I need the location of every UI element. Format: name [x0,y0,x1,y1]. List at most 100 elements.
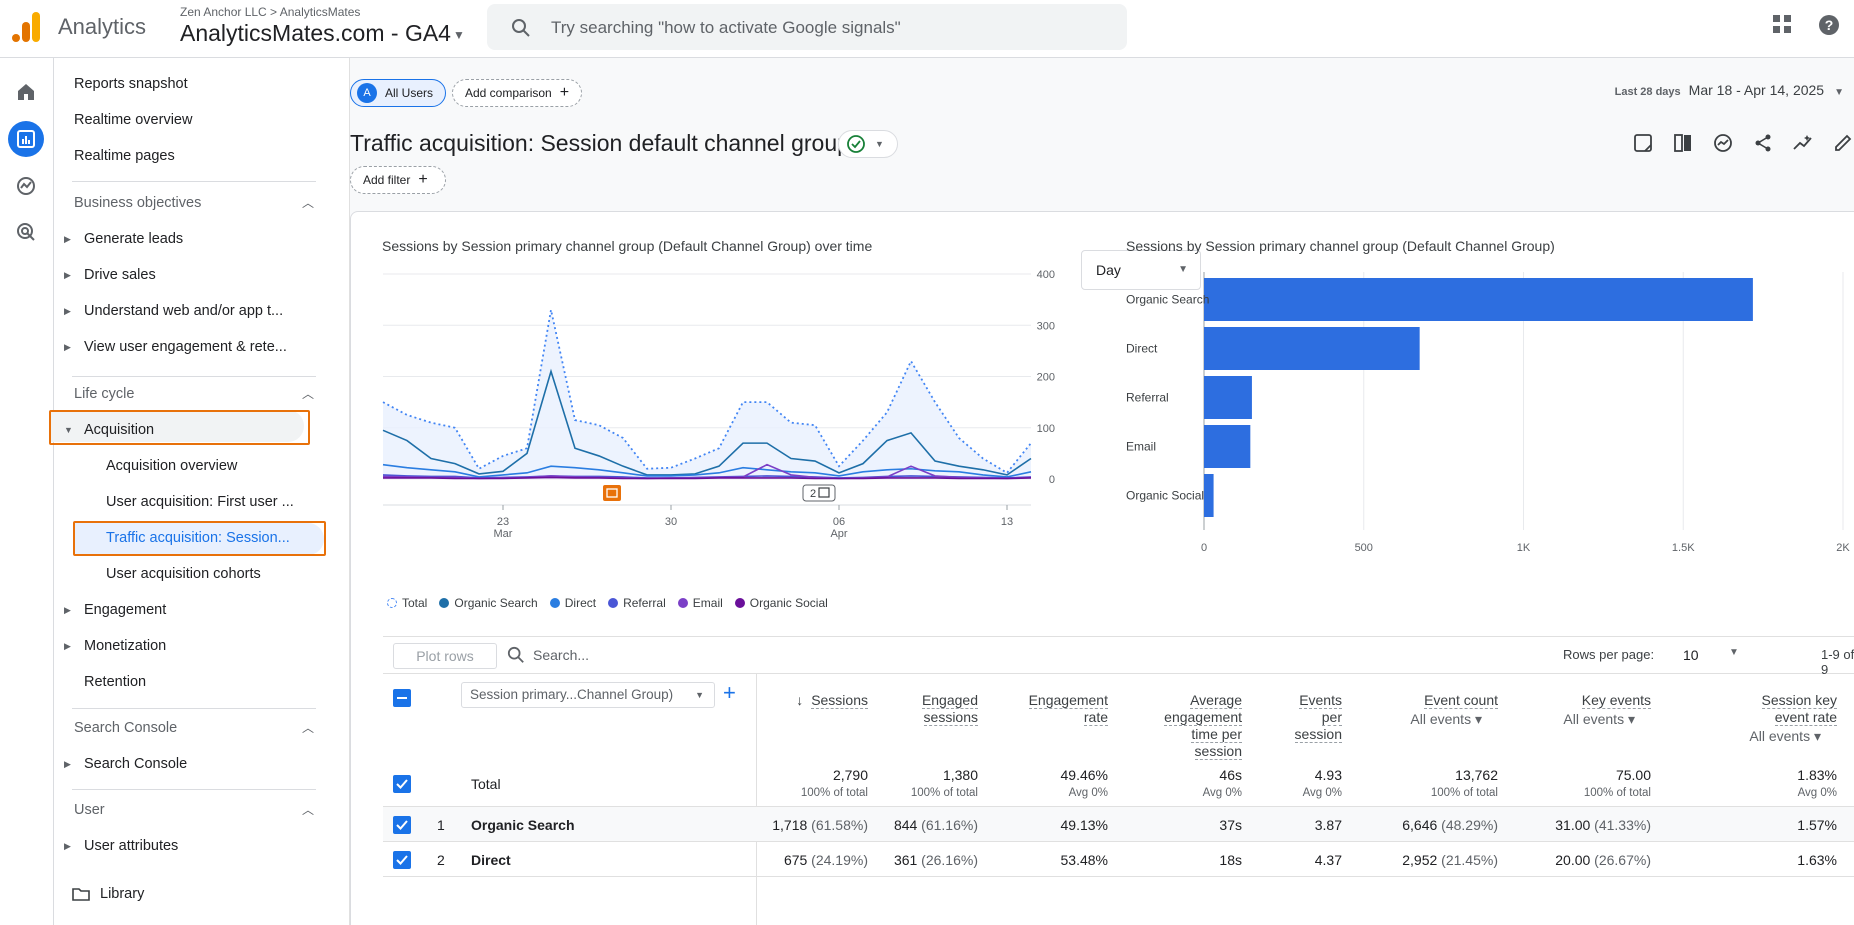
search-placeholder: Try searching "how to activate Google si… [551,18,901,37]
rows-per-page-select[interactable]: 10 [1683,647,1699,663]
total-value: 46s [1219,767,1242,783]
total-row-checkbox[interactable] [393,775,411,793]
column-header[interactable]: Average engagement time per session [1102,692,1242,760]
nav-item-label: Library [100,886,145,902]
row-metric-value: 49.13% [1061,817,1108,833]
total-value: 4.93 [1314,767,1342,783]
column-header[interactable]: Events per session [1202,692,1342,743]
nav-acquisition-overview[interactable]: Acquisition overview [106,458,238,474]
section-label: Business objectives [74,195,202,211]
nav-drive-sales[interactable]: ▶ Drive sales [64,260,156,290]
note-icon[interactable] [1632,132,1654,154]
legend-referral[interactable]: Referral [608,596,666,610]
nav-user-acquisition-cohorts[interactable]: User acquisition cohorts [106,566,261,582]
column-header[interactable]: ↓ Sessions [728,692,868,709]
advertising-icon[interactable] [8,214,44,250]
nav-traffic-acquisition[interactable]: Traffic acquisition: Session... [106,530,290,546]
legend-email[interactable]: Email [677,596,723,610]
nav-realtime-pages[interactable]: Realtime pages [74,148,175,164]
date-range-value: Mar 18 - Apr 14, 2025 [1688,82,1825,98]
plot-rows-button[interactable]: Plot rows [393,643,497,669]
add-dimension-plus-icon[interactable]: + [723,680,736,705]
legend-total[interactable]: Total [387,596,427,610]
event-filter-select[interactable]: All events ▾ [1563,711,1635,727]
bar [1204,474,1214,517]
nav-generate-leads[interactable]: ▶ Generate leads [64,224,183,254]
nav-user-acquisition[interactable]: User acquisition: First user ... [106,494,294,510]
legend-label: Total [402,596,428,610]
section-life-cycle[interactable]: Life cycle ︿ [74,379,314,409]
series-direct [382,463,1032,478]
table-search-input[interactable]: Search... [533,647,590,663]
column-header[interactable]: Engagement rate [968,692,1108,726]
nav-retention[interactable]: Retention [64,667,146,697]
section-business-objectives[interactable]: Business objectives ︿ [74,188,314,218]
column-header-label: engagement [1102,709,1242,726]
nav-understand-traffic[interactable]: ▶ Understand web and/or app t... [64,296,283,326]
row-metric-value: 675 (24.19%) [784,852,868,868]
legend-direct[interactable]: Direct [549,596,596,610]
nav-acquisition[interactable]: ▼ Acquisition [64,415,154,445]
legend-organic-social[interactable]: Organic Social [734,596,828,610]
nav-library[interactable]: Library [72,879,144,909]
column-header-text: engagement [1164,709,1242,726]
date-range-picker[interactable]: Last 28 days Mar 18 - Apr 14, 2025 ▼ [1615,82,1844,98]
expand-arrow-icon: ▶ [64,234,71,244]
row-checkbox[interactable] [393,816,411,834]
row-dimension-value[interactable]: Organic Search [471,817,575,833]
row-checkbox[interactable] [393,851,411,869]
event-filter-select[interactable]: All events ▾ [1749,728,1821,744]
line-chart-title: Sessions by Session primary channel grou… [382,238,873,254]
help-icon[interactable]: ? [1818,14,1840,36]
column-header[interactable]: Engaged sessions [838,692,978,726]
granularity-select[interactable]: Day ▼ [1081,250,1201,290]
metric-percent: (61.16%) [917,817,978,833]
column-header[interactable]: Key events All events ▾ [1511,692,1651,728]
nav-user-engagement[interactable]: ▶ View user engagement & rete... [64,332,287,362]
section-search-console[interactable]: Search Console ︿ [74,713,314,743]
insights-icon[interactable] [1712,132,1734,154]
column-header-label: Engaged [838,692,978,709]
column-header[interactable]: Event count All events ▾ [1358,692,1498,728]
edit-pencil-icon[interactable] [1832,132,1854,154]
x-tick-month-label: Apr [830,528,847,540]
report-status-button[interactable]: ▼ [838,130,898,158]
property-selector[interactable]: AnalyticsMates.com - GA4 ▼ [180,20,465,47]
nav-reports-snapshot[interactable]: Reports snapshot [74,76,188,92]
nav-monetization[interactable]: ▶ Monetization [64,631,166,661]
nav-search-console[interactable]: ▶ Search Console [64,749,187,779]
nav-item-label: Drive sales [84,267,156,283]
segment-chip-all-users[interactable]: A All Users [350,79,446,107]
apps-grid-icon[interactable] [1772,14,1792,34]
trend-insights-icon[interactable] [1792,132,1814,154]
reports-navigation: Reports snapshot Realtime overview Realt… [50,58,350,925]
row-dimension-value[interactable]: Direct [471,852,511,868]
nav-user-attributes[interactable]: ▶ User attributes [64,831,178,861]
y-tick-label: 100 [1037,423,1055,435]
select-all-checkbox[interactable] [393,689,411,707]
y-tick-label: 200 [1037,372,1055,384]
event-filter-select[interactable]: All events ▾ [1410,711,1482,727]
search-box[interactable]: Try searching "how to activate Google si… [487,4,1127,50]
reports-icon[interactable] [8,121,44,157]
check-icon [396,855,408,865]
legend-organic-search[interactable]: Organic Search [439,596,538,610]
add-comparison-label: Add comparison [465,86,552,100]
explore-icon[interactable] [8,168,44,204]
metric-percent: (61.58%) [807,817,868,833]
compare-icon[interactable] [1672,132,1694,154]
home-icon[interactable] [8,74,44,110]
section-user[interactable]: User ︿ [74,795,314,825]
add-comparison-button[interactable]: Add comparison + [452,79,582,107]
nav-engagement[interactable]: ▶ Engagement [64,595,166,625]
legend-label: Email [692,596,723,610]
metric-number: 2,952 [1402,852,1438,868]
column-header[interactable]: Session key event rate All events ▾ [1697,692,1837,745]
nav-item-label: Engagement [84,602,167,618]
top-bar: Analytics Zen Anchor LLC > AnalyticsMate… [0,0,1854,58]
add-filter-button[interactable]: Add filter + [350,166,446,194]
share-icon[interactable] [1752,132,1774,154]
account-breadcrumb[interactable]: Zen Anchor LLC > AnalyticsMates [180,5,361,19]
dimension-select[interactable]: Session primary...Channel Group) ▼ [461,682,715,708]
nav-realtime-overview[interactable]: Realtime overview [74,112,193,128]
